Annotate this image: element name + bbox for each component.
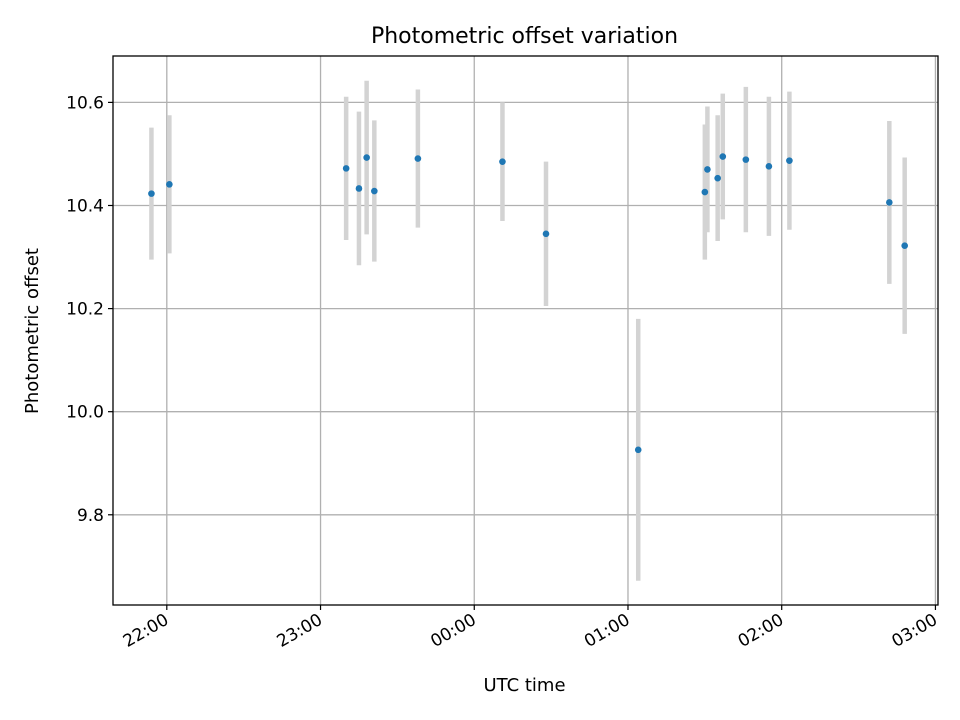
data-point — [166, 181, 173, 188]
chart-title: Photometric offset variation — [371, 24, 678, 49]
grid — [113, 56, 938, 605]
y-tick-label: 9.8 — [77, 506, 104, 526]
plot-frame — [112, 55, 939, 606]
data-point — [342, 165, 350, 172]
error-bars — [149, 80, 907, 581]
y-tick-label: 10.4 — [66, 196, 104, 216]
data-point — [765, 163, 773, 170]
data-point — [148, 190, 155, 197]
data-point — [414, 155, 422, 162]
data-point — [499, 158, 506, 165]
x-axis-ticks: 22:00 23:00 00:00 01:00 02:00 03:00 — [120, 605, 941, 652]
data-point — [742, 156, 750, 163]
data-point — [701, 188, 709, 196]
data-points — [148, 153, 908, 454]
data-point — [542, 230, 550, 238]
data-point — [363, 154, 370, 161]
data-point — [355, 185, 363, 192]
data-point — [901, 242, 908, 250]
y-tick-label: 10.6 — [66, 93, 104, 113]
data-point — [886, 199, 893, 206]
data-point — [786, 157, 793, 164]
x-tick-label: 00:00 — [427, 610, 479, 652]
data-point — [371, 187, 378, 195]
y-tick-label: 10.2 — [66, 300, 104, 320]
y-axis-ticks: 9.8 10.0 10.2 10.4 10.6 — [66, 93, 113, 526]
x-tick-label: 22:00 — [120, 610, 172, 652]
data-point — [634, 446, 642, 454]
data-point — [714, 174, 721, 182]
y-tick-label: 10.0 — [66, 403, 104, 423]
y-axis-label: Photometric offset — [22, 248, 43, 414]
x-tick-label: 03:00 — [889, 610, 941, 652]
data-point — [719, 153, 727, 160]
data-point — [704, 166, 711, 173]
x-tick-label: 01:00 — [581, 610, 633, 652]
x-axis-label: UTC time — [483, 675, 565, 696]
x-tick-label: 23:00 — [274, 610, 326, 652]
x-tick-label: 02:00 — [735, 610, 787, 652]
